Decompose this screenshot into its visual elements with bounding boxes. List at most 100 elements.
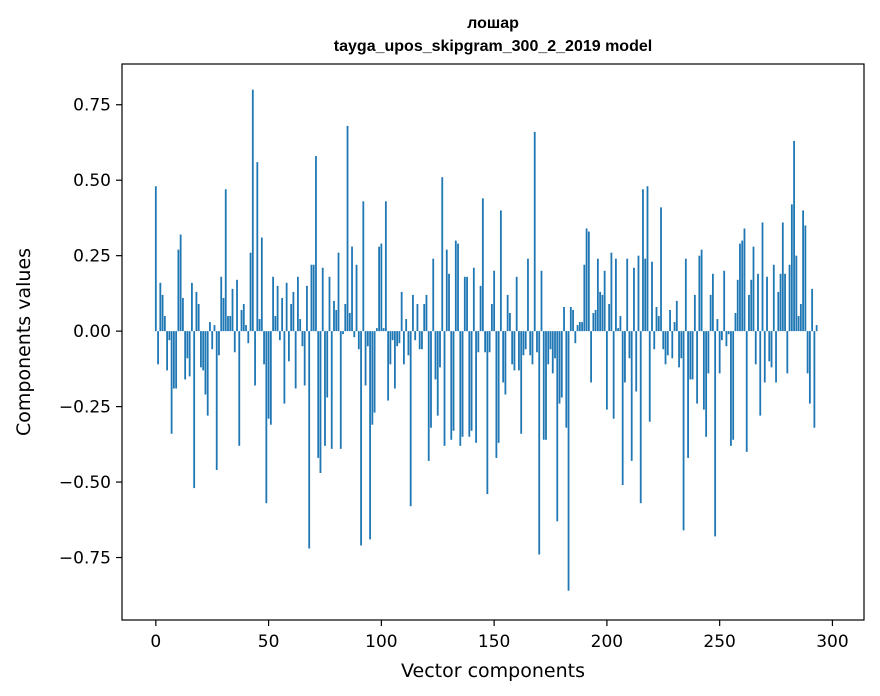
bar-118: [421, 331, 423, 350]
bar-117: [418, 331, 421, 350]
bar-59: [287, 331, 290, 362]
bar-31: [224, 189, 227, 332]
bar-12: [181, 297, 184, 332]
bar-252: [723, 270, 726, 332]
bar-63: [297, 276, 299, 332]
bar-280: [786, 331, 789, 374]
bar-242: [700, 249, 703, 332]
bar-138: [466, 276, 468, 332]
bar-159: [513, 331, 516, 371]
bar-221: [653, 331, 656, 350]
bar-263: [748, 294, 750, 332]
bar-67: [306, 285, 308, 332]
bar-32: [227, 316, 229, 332]
bar-100: [380, 243, 383, 332]
bar-68: [308, 331, 311, 549]
bar-86: [348, 313, 351, 332]
bar-134: [457, 243, 459, 332]
bar-38: [240, 310, 243, 332]
bar-285: [797, 316, 800, 332]
bar-241: [698, 255, 701, 332]
bar-184: [569, 306, 572, 332]
bar-125: [436, 331, 439, 416]
bar-287: [802, 210, 804, 332]
bar-279: [784, 273, 786, 332]
bar-167: [531, 331, 534, 365]
bar-245: [707, 331, 710, 374]
bar-98: [375, 328, 378, 332]
bar-64: [299, 319, 302, 332]
bar-227: [666, 331, 669, 356]
bars-group: [154, 89, 818, 591]
bar-142: [475, 331, 477, 443]
bar-130: [448, 273, 450, 332]
bar-271: [766, 276, 768, 332]
bar-195: [594, 310, 597, 332]
bar-102: [384, 201, 387, 332]
bar-52: [272, 276, 274, 332]
bar-7: [170, 331, 173, 434]
bar-161: [518, 331, 520, 371]
bar-17: [193, 331, 196, 489]
bar-77: [328, 276, 331, 332]
bar-29: [220, 276, 223, 332]
bar-135: [459, 331, 462, 446]
bar-253: [725, 331, 728, 347]
bar-46: [258, 319, 261, 332]
bar-42: [249, 252, 252, 332]
bar-219: [648, 331, 651, 422]
bar-129: [445, 249, 448, 332]
bar-202: [610, 252, 613, 332]
bar-133: [454, 240, 457, 332]
bar-113: [409, 331, 412, 507]
x-tick-label: 0: [150, 632, 161, 652]
bar-289: [806, 331, 809, 374]
bar-288: [804, 225, 807, 332]
bar-196: [596, 258, 599, 332]
bar-80: [335, 310, 338, 332]
bar-58: [285, 282, 288, 332]
bar-156: [506, 294, 509, 332]
bar-145: [481, 198, 484, 332]
bar-3: [161, 294, 164, 332]
bar-205: [617, 328, 620, 332]
bar-239: [693, 294, 696, 332]
bar-53: [274, 316, 277, 332]
bar-191: [585, 228, 588, 332]
bar-235: [684, 258, 687, 332]
bar-36: [236, 279, 238, 332]
x-tick-label: 250: [703, 632, 735, 652]
bar-284: [795, 255, 798, 332]
bar-81: [337, 252, 340, 332]
bar-177: [554, 331, 556, 359]
bar-158: [511, 331, 514, 365]
bar-69: [310, 264, 313, 332]
bar-136: [461, 331, 464, 437]
bar-258: [736, 279, 739, 332]
bar-207: [621, 331, 624, 486]
bar-160: [515, 276, 518, 332]
bar-114: [412, 294, 414, 332]
bar-49: [265, 331, 268, 504]
bar-51: [269, 331, 272, 425]
bar-104: [389, 331, 392, 365]
bar-277: [779, 273, 782, 332]
bar-41: [247, 331, 250, 344]
bar-39: [242, 303, 245, 332]
bar-90: [357, 331, 360, 350]
bar-276: [777, 291, 780, 332]
bar-257: [734, 313, 737, 332]
bar-40: [245, 325, 247, 332]
y-tick-label: −0.75: [59, 549, 111, 569]
bar-179: [558, 331, 561, 404]
bar-268: [759, 331, 762, 416]
y-tick-label: −0.25: [59, 398, 111, 418]
bar-26: [213, 325, 216, 332]
bar-274: [772, 264, 775, 332]
bar-11: [179, 234, 182, 332]
bar-266: [754, 331, 757, 365]
bar-47: [260, 237, 263, 332]
bar-186: [574, 331, 577, 344]
bar-231: [675, 300, 678, 332]
bar-151: [495, 331, 498, 458]
